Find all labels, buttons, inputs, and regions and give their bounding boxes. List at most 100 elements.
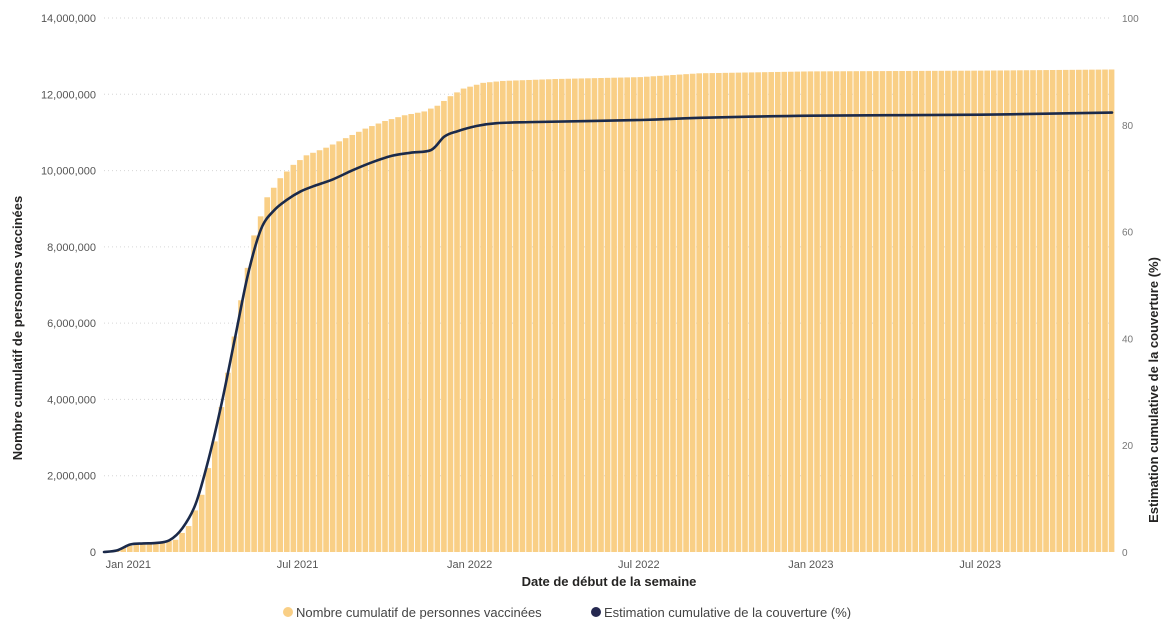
bar[interactable] <box>755 72 761 553</box>
bar[interactable] <box>781 71 788 552</box>
bar-series[interactable] <box>107 69 1115 553</box>
bar[interactable] <box>617 77 624 552</box>
bar[interactable] <box>990 70 997 553</box>
legend-item-bars[interactable]: Nombre cumulatif de personnes vaccinées <box>283 605 542 619</box>
bar[interactable] <box>670 75 676 552</box>
bar[interactable] <box>1004 70 1010 552</box>
bar[interactable] <box>323 147 329 552</box>
bar[interactable] <box>290 164 297 552</box>
bar[interactable] <box>905 70 912 553</box>
bar[interactable] <box>873 71 879 553</box>
bar[interactable] <box>774 71 781 553</box>
bar[interactable] <box>277 178 284 552</box>
bar[interactable] <box>441 100 447 553</box>
bar[interactable] <box>382 120 388 553</box>
bar[interactable] <box>846 71 853 552</box>
bar[interactable] <box>447 96 454 552</box>
bar[interactable] <box>833 71 840 552</box>
bar[interactable] <box>644 76 650 552</box>
bar[interactable] <box>526 79 532 552</box>
bar[interactable] <box>1056 69 1063 552</box>
bar[interactable] <box>270 187 277 553</box>
bar[interactable] <box>297 160 303 552</box>
bar[interactable] <box>1102 69 1108 553</box>
bar[interactable] <box>964 70 971 552</box>
bar[interactable] <box>493 81 500 552</box>
bar[interactable] <box>604 77 611 552</box>
bar[interactable] <box>126 545 133 552</box>
bar[interactable] <box>185 526 192 552</box>
bar[interactable] <box>801 71 807 552</box>
bar[interactable] <box>572 78 578 552</box>
bar[interactable] <box>958 70 964 552</box>
bar[interactable] <box>1108 69 1115 553</box>
bar[interactable] <box>532 79 539 553</box>
bar[interactable] <box>336 141 343 552</box>
bar[interactable] <box>585 78 591 553</box>
bar[interactable] <box>788 71 794 553</box>
bar[interactable] <box>1082 69 1089 552</box>
bar[interactable] <box>709 73 716 552</box>
bar[interactable] <box>467 86 473 552</box>
bar[interactable] <box>133 543 140 552</box>
bar[interactable] <box>316 150 323 553</box>
bar[interactable] <box>932 70 938 552</box>
bar[interactable] <box>303 155 310 552</box>
bar[interactable] <box>925 70 932 553</box>
bar[interactable] <box>192 510 199 552</box>
bar[interactable] <box>1010 70 1017 552</box>
bar[interactable] <box>866 71 873 552</box>
bar[interactable] <box>401 115 408 552</box>
bar[interactable] <box>421 111 428 552</box>
bar[interactable] <box>454 92 460 552</box>
line-series[interactable] <box>102 111 1114 554</box>
bar[interactable] <box>696 73 703 552</box>
bar[interactable] <box>722 72 729 553</box>
bar[interactable] <box>519 80 526 552</box>
bar[interactable] <box>591 78 598 553</box>
bar[interactable] <box>388 119 395 552</box>
bar[interactable] <box>676 74 683 552</box>
bar[interactable] <box>500 80 506 552</box>
bar[interactable] <box>598 78 604 552</box>
bar[interactable] <box>205 468 212 552</box>
bar[interactable] <box>395 117 401 553</box>
bar[interactable] <box>310 152 316 552</box>
bar[interactable] <box>558 78 565 552</box>
bar[interactable] <box>886 71 892 553</box>
bar[interactable] <box>1023 70 1030 553</box>
bar[interactable] <box>218 407 225 552</box>
bar[interactable] <box>716 72 722 552</box>
bar[interactable] <box>251 235 257 552</box>
bar[interactable] <box>146 543 153 552</box>
bar[interactable] <box>814 71 820 553</box>
bar[interactable] <box>473 84 480 552</box>
legend[interactable]: Nombre cumulatif de personnes vaccinées … <box>283 605 851 619</box>
bar[interactable] <box>545 79 552 553</box>
bar[interactable] <box>742 72 748 553</box>
bar[interactable] <box>997 70 1004 552</box>
bar[interactable] <box>768 72 775 552</box>
bar[interactable] <box>539 79 545 552</box>
bar[interactable] <box>761 72 768 552</box>
bar[interactable] <box>918 70 925 553</box>
bar[interactable] <box>264 197 271 552</box>
bar[interactable] <box>650 76 657 553</box>
bar[interactable] <box>153 542 159 552</box>
bar[interactable] <box>1030 70 1036 553</box>
bar[interactable] <box>748 72 755 552</box>
bar[interactable] <box>657 75 663 552</box>
bar[interactable] <box>735 72 742 552</box>
bar[interactable] <box>342 138 349 552</box>
bar[interactable] <box>329 144 336 552</box>
bar[interactable] <box>231 336 238 552</box>
bar[interactable] <box>977 70 984 552</box>
bar[interactable] <box>460 88 467 552</box>
bar[interactable] <box>198 494 205 552</box>
bar[interactable] <box>349 134 356 552</box>
bar[interactable] <box>284 171 290 552</box>
bar[interactable] <box>257 216 264 552</box>
bar[interactable] <box>702 73 709 552</box>
bar[interactable] <box>408 113 415 553</box>
bar[interactable] <box>356 131 362 553</box>
